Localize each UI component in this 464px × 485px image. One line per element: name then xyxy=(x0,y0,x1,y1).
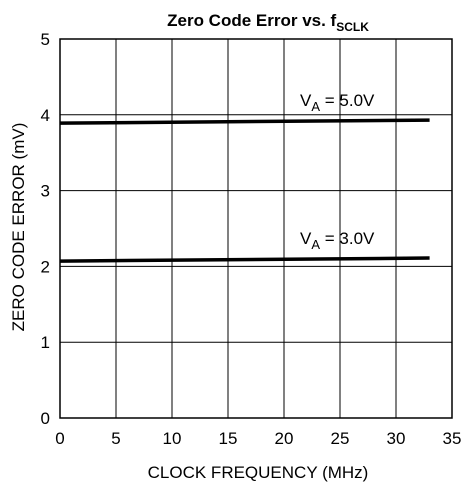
y-tick-label: 3 xyxy=(41,182,50,201)
series-label-value: = 3.0V xyxy=(320,229,375,248)
series-label-subscript: A xyxy=(311,99,320,114)
y-tick-label: 5 xyxy=(41,30,50,49)
x-axis-label: CLOCK FREQUENCY (MHz) xyxy=(148,463,369,482)
series-label: VA = 5.0V xyxy=(300,91,375,114)
series-label-subscript: A xyxy=(311,237,320,252)
x-tick-label: 35 xyxy=(443,429,462,448)
chart-title-subscript: SCLK xyxy=(336,20,369,34)
series-label-main: V xyxy=(300,91,312,110)
x-tick-label: 30 xyxy=(387,429,406,448)
series-label: VA = 3.0V xyxy=(300,229,375,252)
tick-labels: 0 5 10 15 20 25 30 35 0 1 2 3 4 5 xyxy=(41,30,462,448)
series-lines xyxy=(59,118,430,263)
series-label-main: V xyxy=(300,229,312,248)
y-tick-label: 2 xyxy=(41,257,50,276)
series-label-value: = 5.0V xyxy=(320,91,375,110)
x-tick-label: 10 xyxy=(163,429,182,448)
x-tick-label: 0 xyxy=(55,429,64,448)
plot-frame xyxy=(59,38,453,419)
chart-title: Zero Code Error vs. fSCLK xyxy=(167,11,369,34)
x-tick-label: 5 xyxy=(111,429,120,448)
grid xyxy=(60,39,452,418)
y-tick-label: 0 xyxy=(41,409,50,428)
chart-title-main: Zero Code Error vs. f xyxy=(167,11,336,30)
y-tick-label: 4 xyxy=(41,106,50,125)
x-tick-label: 25 xyxy=(331,429,350,448)
series-line xyxy=(59,256,430,263)
x-tick-label: 15 xyxy=(219,429,238,448)
x-tick-label: 20 xyxy=(275,429,294,448)
y-axis-label: ZERO CODE ERROR (mV) xyxy=(9,123,28,332)
series-line xyxy=(59,118,430,125)
y-tick-label: 1 xyxy=(41,333,50,352)
